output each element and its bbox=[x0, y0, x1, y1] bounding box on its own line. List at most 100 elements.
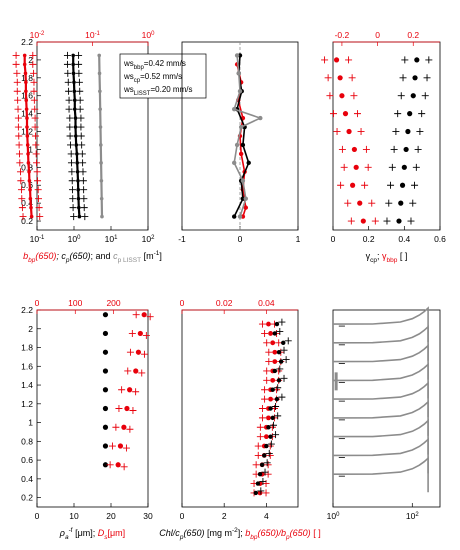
plus-marker bbox=[256, 433, 264, 441]
data-point bbox=[102, 424, 109, 430]
plot-frame bbox=[332, 41, 441, 231]
data-point bbox=[272, 359, 278, 364]
tick-label: 1.6 bbox=[21, 361, 33, 371]
tick-label: 1.4 bbox=[21, 380, 33, 390]
data-point bbox=[346, 128, 352, 135]
data-point bbox=[76, 178, 80, 183]
size-distribution-curve bbox=[332, 400, 429, 436]
plus-marker bbox=[31, 132, 39, 140]
plus-marker bbox=[345, 56, 353, 64]
plus-marker bbox=[13, 69, 21, 77]
plus-marker bbox=[18, 195, 26, 203]
data-point bbox=[272, 349, 278, 355]
data-point bbox=[236, 71, 242, 76]
tick-label: 0.6 bbox=[21, 455, 33, 465]
data-point bbox=[74, 143, 79, 147]
data-point bbox=[121, 424, 127, 430]
data-point bbox=[29, 205, 33, 210]
plus-marker bbox=[33, 168, 41, 176]
data-point bbox=[274, 396, 280, 402]
data-point bbox=[342, 111, 349, 117]
plus-marker bbox=[13, 87, 21, 95]
legend-part: ws bbox=[123, 85, 134, 94]
plus-marker bbox=[265, 449, 273, 457]
tick-label: 1.2 bbox=[21, 399, 33, 409]
tick-label: 1.6 bbox=[21, 91, 33, 101]
data-point bbox=[353, 164, 359, 170]
plus-marker bbox=[269, 421, 277, 429]
data-point bbox=[25, 134, 30, 138]
plus-marker bbox=[261, 468, 269, 476]
plus-marker bbox=[258, 405, 266, 412]
data-point bbox=[255, 481, 261, 486]
plus-marker bbox=[132, 311, 140, 319]
plus-marker bbox=[77, 123, 85, 131]
plus-marker bbox=[252, 461, 260, 469]
plus-marker bbox=[412, 163, 420, 171]
label-part: bp bbox=[28, 257, 36, 264]
series-line bbox=[233, 55, 250, 217]
plus-marker bbox=[65, 87, 73, 95]
plus-marker bbox=[280, 346, 288, 354]
tick-base: 10 bbox=[142, 30, 152, 40]
plus-marker bbox=[340, 163, 348, 171]
data-point bbox=[237, 89, 243, 94]
data-point bbox=[124, 405, 130, 412]
plus-marker bbox=[80, 186, 88, 194]
plus-marker bbox=[31, 123, 39, 131]
plus-marker bbox=[17, 177, 25, 185]
plus-marker bbox=[67, 159, 75, 167]
plus-marker bbox=[17, 186, 25, 194]
size-distribution-curve bbox=[333, 418, 429, 455]
tick-label: 0.4 bbox=[21, 474, 33, 484]
data-point bbox=[266, 321, 271, 327]
plus-marker bbox=[16, 168, 24, 176]
plus-marker bbox=[388, 163, 396, 171]
data-point bbox=[141, 312, 147, 318]
size-distribution-curve bbox=[332, 381, 429, 418]
label-part: ; bbox=[377, 251, 382, 261]
tick-label: 1 bbox=[28, 418, 33, 428]
data-point bbox=[270, 415, 275, 421]
data-point bbox=[278, 359, 284, 364]
data-point bbox=[237, 214, 243, 219]
data-point bbox=[401, 164, 407, 170]
plus-marker bbox=[390, 145, 398, 153]
data-point bbox=[337, 75, 343, 81]
plus-marker bbox=[31, 105, 39, 113]
plus-marker bbox=[18, 204, 26, 212]
tick-exponent: 2 bbox=[151, 235, 155, 241]
plus-marker bbox=[142, 331, 150, 339]
tick-label: 10-2 bbox=[30, 30, 45, 40]
plus-marker bbox=[254, 442, 262, 450]
axis-label: bbp(650); cp(650); and cp LISST [m-1] bbox=[23, 250, 162, 264]
data-point bbox=[238, 124, 244, 130]
data-point bbox=[99, 178, 104, 183]
label-part: [m bbox=[141, 251, 154, 261]
plus-marker bbox=[77, 132, 85, 140]
tick-exponent: -1 bbox=[39, 235, 45, 241]
data-point bbox=[24, 107, 29, 111]
tick-label: 2.2 bbox=[21, 37, 33, 47]
label-part: Chl/c bbox=[159, 528, 180, 538]
plus-marker bbox=[274, 412, 282, 420]
tick-base: 10 bbox=[142, 234, 152, 244]
plus-marker bbox=[76, 105, 84, 113]
tick-base: 10 bbox=[406, 511, 416, 521]
plus-marker bbox=[76, 96, 84, 104]
plus-marker bbox=[262, 489, 270, 497]
label-part: p bbox=[65, 257, 70, 264]
data-point bbox=[74, 134, 78, 138]
plus-marker bbox=[261, 395, 269, 403]
plus-marker bbox=[347, 217, 355, 225]
data-point bbox=[398, 200, 404, 206]
data-point bbox=[72, 107, 77, 111]
data-point bbox=[73, 125, 78, 129]
tick-exponent: -1 bbox=[95, 31, 101, 37]
plus-marker bbox=[67, 150, 75, 158]
plus-marker bbox=[368, 199, 376, 207]
plus-marker bbox=[261, 329, 269, 337]
data-point bbox=[262, 453, 267, 458]
data-point bbox=[272, 331, 277, 336]
